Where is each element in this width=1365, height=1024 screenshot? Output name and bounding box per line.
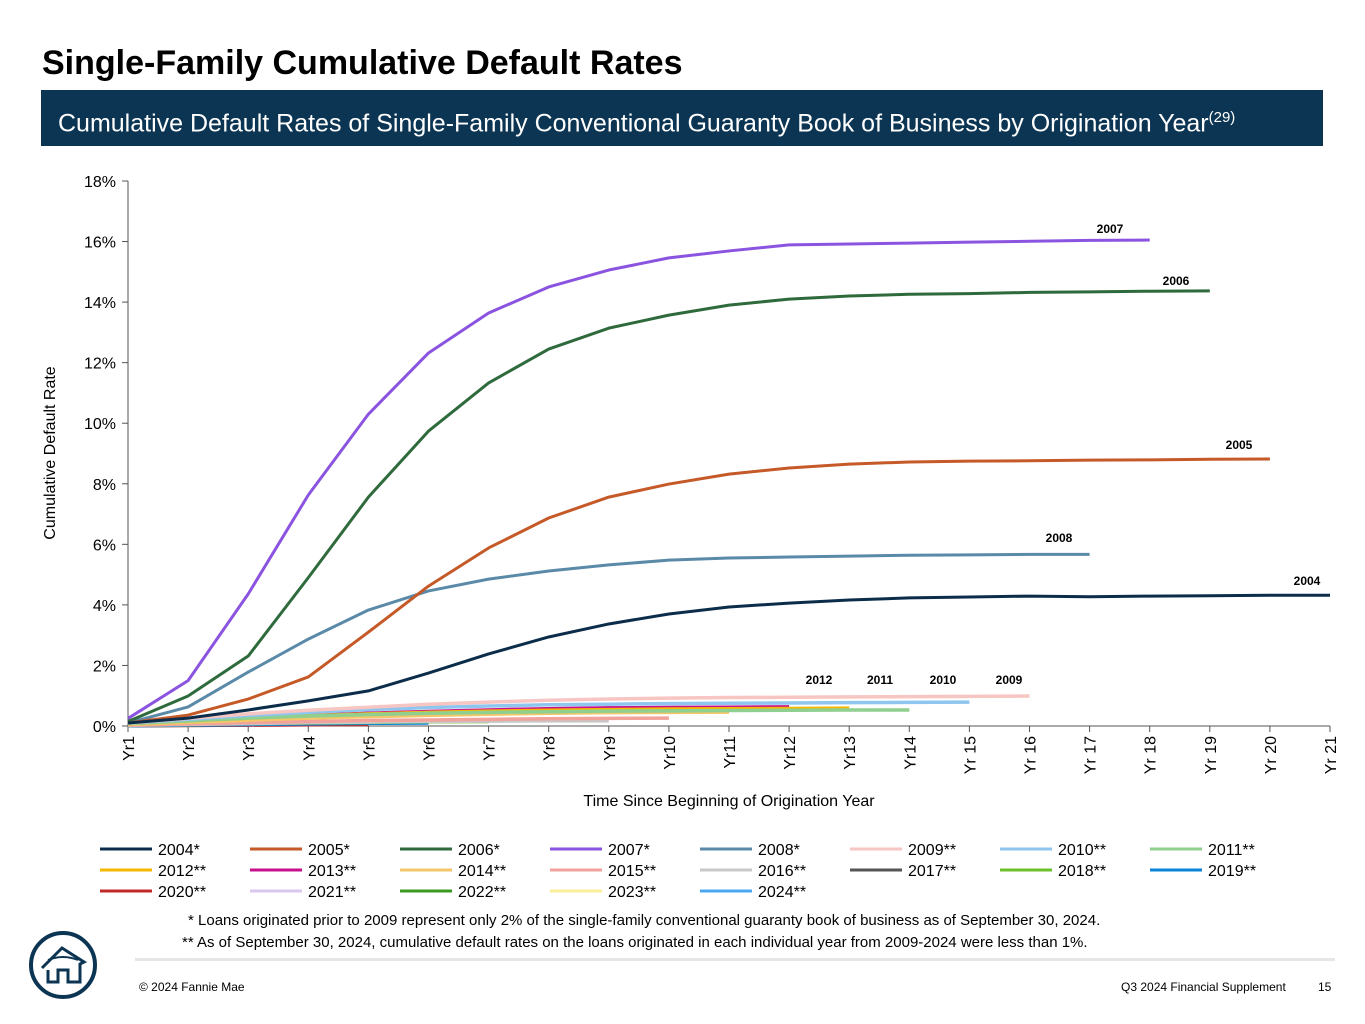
series-line-2006 — [127, 289, 1210, 723]
series-end-label: 2006 — [1163, 274, 1190, 288]
footnote-ref: (29) — [1208, 109, 1236, 126]
legend-label: 2020** — [158, 884, 206, 901]
x-axis-title: Time Since Beginning of Origination Year — [583, 793, 875, 810]
legend-label: 2014** — [458, 863, 506, 880]
legend-label: 2024** — [758, 884, 806, 901]
x-tick-label: Yr3 — [241, 736, 258, 761]
x-tick-label: Yr4 — [301, 736, 318, 761]
y-tick-label: 10% — [84, 416, 116, 433]
series-end-label: 2009 — [996, 673, 1023, 687]
document-name: Q3 2024 Financial Supplement — [1121, 980, 1286, 994]
legend-label: 2019** — [1208, 863, 1256, 880]
copyright: © 2024 Fannie Mae — [139, 980, 245, 994]
x-tick-label: Yr 15 — [962, 736, 979, 774]
banner-text: Cumulative Default Rates of Single-Famil… — [58, 109, 1209, 138]
legend-label: 2022** — [458, 884, 506, 901]
legend-label: 2007* — [608, 842, 650, 859]
series-end-label: 2012 — [806, 673, 833, 687]
series-end-label: 2008 — [1046, 531, 1073, 545]
series-line-2004 — [127, 593, 1330, 725]
chart-banner: Cumulative Default Rates of Single-Famil… — [41, 90, 1323, 146]
x-tick-label: Yr2 — [181, 736, 198, 761]
legend-label: 2013** — [308, 863, 356, 880]
series-line-2005 — [127, 457, 1270, 725]
y-axis-title: Cumulative Default Rate — [42, 366, 59, 540]
x-tick-label: Yr 16 — [1023, 736, 1040, 774]
footer-divider — [135, 958, 1335, 961]
legend-label: 2016** — [758, 863, 806, 880]
x-tick-label: Yr1 — [121, 736, 138, 761]
x-tick-label: Yr13 — [842, 736, 859, 770]
legend-label: 2009** — [908, 842, 956, 859]
x-tick-label: Yr 17 — [1083, 736, 1100, 774]
series-end-label: 2010 — [930, 673, 957, 687]
y-tick-label: 4% — [93, 598, 116, 615]
y-tick-label: 18% — [84, 174, 116, 191]
y-tick-label: 12% — [84, 356, 116, 373]
series-line-2008 — [127, 552, 1090, 725]
legend-label: 2008* — [758, 842, 800, 859]
y-tick-label: 0% — [93, 719, 116, 736]
series-line-2007 — [127, 238, 1150, 720]
legend-label: 2018** — [1058, 863, 1106, 880]
x-tick-label: Yr10 — [662, 736, 679, 770]
footnote-2: ** As of September 30, 2024, cumulative … — [182, 934, 1088, 951]
page-title: Single-Family Cumulative Default Rates — [42, 44, 683, 82]
legend-label: 2015** — [608, 863, 656, 880]
legend-label: 2012** — [158, 863, 206, 880]
legend-label: 2017** — [908, 863, 956, 880]
legend-label: 2011** — [1208, 842, 1255, 859]
y-tick-label: 2% — [93, 658, 116, 675]
x-tick-label: Yr 19 — [1203, 736, 1220, 774]
page-number: 15 — [1318, 980, 1332, 994]
x-tick-label: Yr14 — [902, 736, 919, 770]
y-tick-label: 14% — [84, 295, 116, 312]
x-tick-label: Yr12 — [782, 736, 799, 770]
y-tick-label: 8% — [93, 477, 116, 494]
series-line-2009 — [127, 694, 1030, 725]
fannie-mae-logo — [29, 931, 97, 999]
x-tick-label: Yr 20 — [1263, 736, 1280, 774]
x-tick-label: Yr6 — [422, 736, 439, 761]
x-tick-label: Yr 18 — [1143, 736, 1160, 774]
legend-label: 2021** — [308, 884, 356, 901]
x-tick-label: Yr5 — [361, 736, 378, 761]
series-end-label: 2007 — [1097, 222, 1124, 236]
y-tick-label: 16% — [84, 235, 116, 252]
x-tick-label: Yr 21 — [1323, 736, 1340, 774]
legend-label: 2006* — [458, 842, 500, 859]
y-tick-label: 6% — [93, 537, 116, 554]
x-tick-label: Yr8 — [542, 736, 559, 761]
x-tick-label: Yr9 — [602, 736, 619, 761]
series-line-2011 — [127, 708, 910, 726]
series-end-label: 2004 — [1294, 574, 1321, 588]
x-tick-label: Yr11 — [722, 736, 739, 769]
series-end-label: 2005 — [1226, 438, 1253, 452]
series-end-label: 2011 — [867, 673, 893, 687]
series-line-2015 — [127, 716, 669, 727]
legend-label: 2005* — [308, 842, 350, 859]
legend-label: 2010** — [1058, 842, 1106, 859]
footnote-1: * Loans originated prior to 2009 represe… — [188, 912, 1101, 929]
legend-label: 2023** — [608, 884, 656, 901]
legend-label: 2004* — [158, 842, 200, 859]
x-tick-label: Yr7 — [482, 736, 499, 761]
